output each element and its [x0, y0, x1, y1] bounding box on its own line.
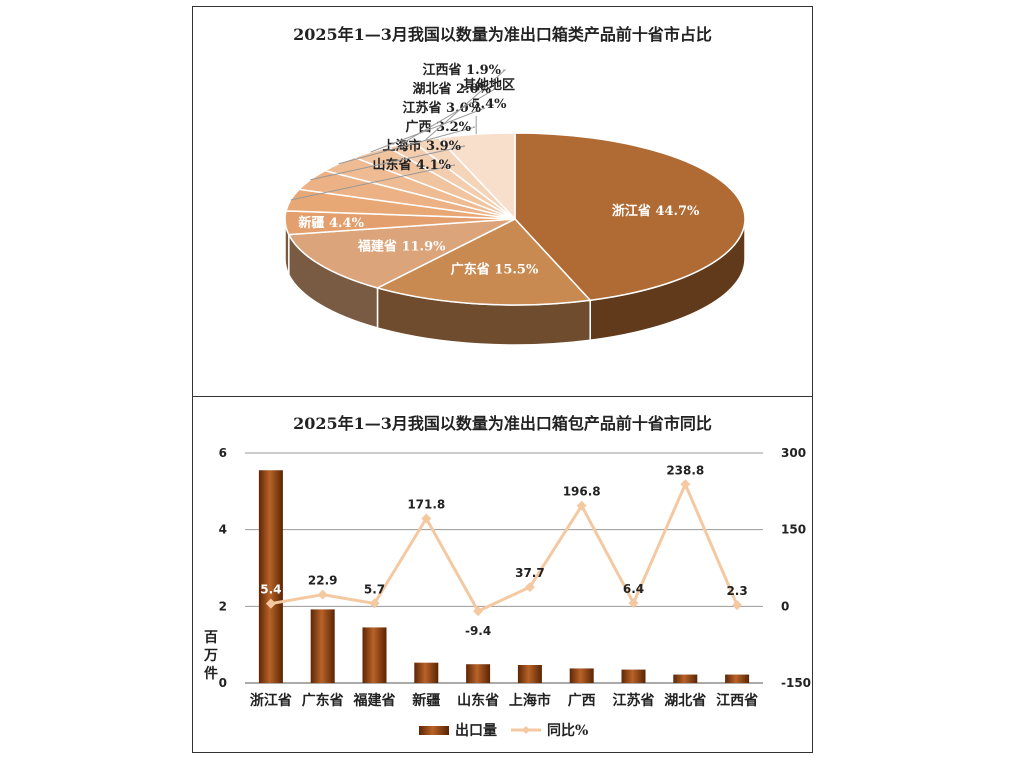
yoy-point-江西省: [732, 600, 743, 611]
yoy-point-湖北省: [680, 479, 691, 490]
yoy-label-广西: 196.8: [563, 485, 601, 499]
combo-chart-panel: 2025年1—3月我国以数量为准出口箱包产品前十省市同比 0 2 4 6 -150 0 15…: [192, 396, 813, 753]
y-right-tick: 0: [781, 599, 789, 613]
pie-label-福建省: 福建省 11.9%: [357, 238, 446, 254]
pie-leader-山东省: [290, 164, 456, 201]
bar-湖北省: [673, 674, 698, 683]
y-right-tick: 300: [781, 446, 806, 460]
pie-label-江西省: 江西省 1.9%: [423, 62, 502, 78]
combo-chart-title: 2025年1—3月我国以数量为准出口箱包产品前十省市同比: [293, 414, 712, 433]
pie-label-江苏省: 江苏省 3.0%: [403, 100, 482, 116]
pie-chart: 浙江省 44.7% 广东省 15.5% 福建省 11.9% 新疆 4.4% 山东省 4.…: [284, 62, 746, 346]
pie-leader-上海市: [310, 145, 466, 181]
legend-marker-line: [522, 726, 530, 734]
pie-slice-福建省: [287, 218, 516, 289]
pie-label-value-其他地区: 5.4%: [472, 97, 508, 112]
yoy-point-广东省: [317, 589, 328, 600]
legend-swatch-bar: [419, 726, 449, 735]
pie-chart-panel: 2025年1—3月我国以数量为准出口箱类产品前十省市占比 浙江省 44.7% 广东…: [192, 6, 813, 397]
yoy-point-江苏省: [628, 598, 639, 609]
pie-label-广西: 广西 3.2%: [406, 119, 472, 135]
pie-leader-江西省: [425, 69, 507, 141]
pie-leader-广西: [338, 126, 476, 165]
pie-label-广东省: 广东省 15.5%: [451, 261, 539, 277]
x-tick-上海市: 上海市: [509, 692, 551, 709]
yoy-line: [270, 480, 739, 614]
yoy-label-广东省: 22.9: [308, 574, 338, 588]
yoy-label-上海市: 37.7: [515, 566, 545, 580]
yoy-point-广西: [576, 500, 587, 511]
yoy-point-新疆: [421, 513, 432, 524]
legend-label-line: 同比%: [547, 722, 588, 739]
yoy-label-江西省: 2.3: [726, 584, 747, 598]
bar-浙江省: [258, 470, 283, 683]
bar-山东省: [466, 664, 491, 683]
pie-label-浙江省: 浙江省 44.7%: [612, 203, 700, 219]
x-tick-新疆: 新疆: [412, 692, 440, 709]
yoy-label-新疆: 171.8: [407, 498, 445, 512]
pie-slice-其他地区: [436, 132, 516, 221]
x-tick-广西: 广西: [568, 692, 596, 709]
y-right-tick: 150: [781, 523, 806, 537]
pie-label-新疆: 新疆 4.4%: [298, 215, 364, 231]
pie-leader-江苏省: [370, 107, 486, 153]
y-left-unit: 件: [204, 665, 218, 682]
yoy-label-江苏省: 6.4: [623, 582, 644, 596]
y-left-unit: 万: [203, 648, 218, 664]
pie-chart-title: 2025年1—3月我国以数量为准出口箱类产品前十省市占比: [293, 25, 712, 44]
bars: 浙江省 广东省 福建省 新疆 山东省 上海市 广西 江苏省 湖北省 江西省: [250, 470, 758, 709]
pie-slices: [284, 132, 746, 306]
bar-广东省: [310, 609, 335, 683]
pie-label-上海市: 上海市 3.9%: [383, 138, 462, 154]
pie-label-湖北省: 湖北省 2.0%: [413, 81, 492, 97]
y-left-tick: 6: [219, 446, 227, 460]
pie-leader-湖北省: [400, 88, 497, 145]
pie-slice-广东省: [375, 218, 592, 306]
bar-江西省: [725, 674, 750, 683]
bar-上海市: [517, 664, 542, 683]
x-tick-福建省: 福建省: [353, 692, 396, 709]
yoy-point-上海市: [524, 582, 535, 593]
pie-labels: 浙江省 44.7% 广东省 15.5% 福建省 11.9% 新疆 4.4% 山东省 4.…: [290, 62, 700, 277]
yoy-label-山东省: -9.4: [465, 624, 491, 638]
bar-新疆: [414, 662, 439, 683]
bar-江苏省: [621, 669, 646, 683]
yoy-point-福建省: [369, 598, 380, 609]
yoy-label-福建省: 5.7: [364, 582, 385, 596]
y-left-tick: 2: [219, 599, 227, 613]
x-tick-江苏省: 江苏省: [613, 692, 655, 709]
x-tick-湖北省: 湖北省: [664, 692, 706, 709]
bar-福建省: [362, 627, 387, 683]
y-right-tick: -150: [781, 676, 811, 690]
x-tick-广东省: 广东省: [302, 692, 344, 709]
pie-slice-浙江省: [514, 132, 746, 302]
x-tick-浙江省: 浙江省: [250, 692, 292, 709]
pie-label-山东省: 山东省 4.1%: [373, 157, 452, 173]
bar-广西: [569, 668, 594, 683]
x-tick-江西省: 江西省: [716, 692, 758, 709]
grid: 0 2 4 6 -150 0 150 300: [219, 446, 811, 690]
y-left-tick: 0: [219, 676, 227, 690]
yoy-label-浙江省: 5.4: [260, 583, 281, 597]
yoy-point-山东省: [473, 606, 484, 617]
pie-label-其他地区: 其他地区: [463, 77, 515, 93]
yoy-label-湖北省: 238.8: [666, 463, 704, 477]
y-left-unit: 百: [204, 630, 218, 646]
line-series: 5.4 22.9 5.7 171.8 -9.4 37.7 196.8 6.4 238.8 2.3: [260, 463, 747, 638]
y-left-tick: 4: [219, 523, 227, 537]
x-tick-山东省: 山东省: [457, 692, 499, 709]
yoy-point-浙江省: [265, 598, 276, 609]
legend-label-bar: 出口量: [455, 722, 497, 739]
legend: 出口量 同比%: [419, 722, 588, 739]
